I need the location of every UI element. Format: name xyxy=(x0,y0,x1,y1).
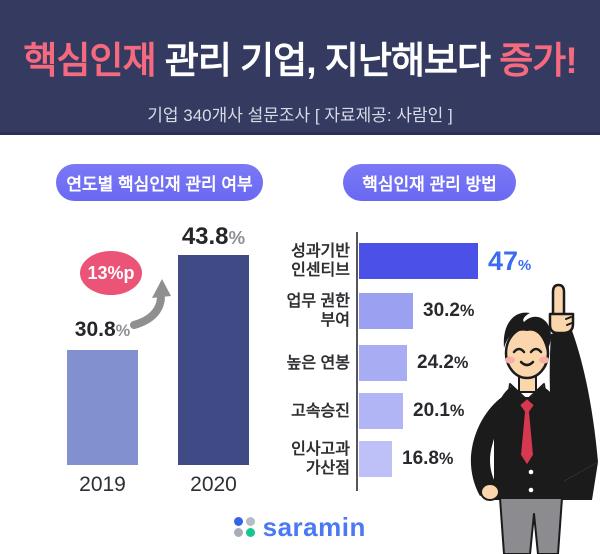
title-middle: 관리 기업, 지난해보다 xyxy=(155,40,500,81)
title-accent-2: 증가! xyxy=(499,40,577,81)
method-label: 성과기반 인센티브 xyxy=(291,243,350,279)
method-bar xyxy=(359,243,478,279)
year-bar-value: 30.8% xyxy=(74,318,131,341)
year-label: 2019 xyxy=(79,473,126,496)
method-value: 24.2% xyxy=(417,352,469,373)
increase-badge: 13%p xyxy=(80,251,142,295)
page-title: 핵심인재 관리 기업, 지난해보다 증가! xyxy=(0,30,600,84)
logo-dot xyxy=(245,516,255,526)
method-bar xyxy=(359,293,413,329)
method-bar xyxy=(359,393,403,429)
method-label: 높은 연봉 xyxy=(286,354,350,372)
method-label: 고속승진 xyxy=(291,402,350,420)
tie xyxy=(518,397,536,467)
logo-dot xyxy=(234,516,244,526)
method-bar xyxy=(359,345,407,381)
logo-dot xyxy=(245,528,255,538)
method-value: 16.8% xyxy=(402,448,454,469)
right-chart-title-pill: 핵심인재 관리 방법 xyxy=(343,164,516,201)
year-label: 2020 xyxy=(190,473,237,496)
year-bar-value: 43.8% xyxy=(181,223,246,250)
year-bar-2019 xyxy=(67,350,138,465)
left-chart-title-pill: 연도별 핵심인재 관리 여부 xyxy=(56,164,263,201)
method-label: 업무 권한 부여 xyxy=(286,293,350,329)
header-banner: 핵심인재 관리 기업, 지난해보다 증가! 기업 340개사 설문조사 [ 자료… xyxy=(0,0,600,135)
saramin-wordmark: saramin xyxy=(262,511,366,542)
logo-dot xyxy=(234,528,244,538)
chart-axis-line xyxy=(356,232,358,491)
hip-hand xyxy=(480,483,500,501)
businessman-illustration xyxy=(470,283,598,554)
method-bar xyxy=(359,441,392,477)
left-arm xyxy=(470,394,512,496)
subtitle: 기업 340개사 설문조사 [ 자료제공: 사람인 ] xyxy=(147,106,453,125)
method-label: 인사고과 가산점 xyxy=(291,441,350,477)
pointing-hand-icon xyxy=(548,283,575,335)
method-value: 30.2% xyxy=(423,300,475,321)
method-value: 20.1% xyxy=(413,400,465,421)
saramin-logo: saramin xyxy=(0,508,600,546)
increase-arrow-icon xyxy=(130,279,171,329)
year-bar-2020 xyxy=(178,255,249,465)
hair xyxy=(503,312,552,352)
title-accent-1: 핵심인재 xyxy=(23,40,156,81)
saramin-dots-icon xyxy=(234,516,255,538)
pants xyxy=(499,497,563,554)
method-value: 47% xyxy=(488,246,532,276)
